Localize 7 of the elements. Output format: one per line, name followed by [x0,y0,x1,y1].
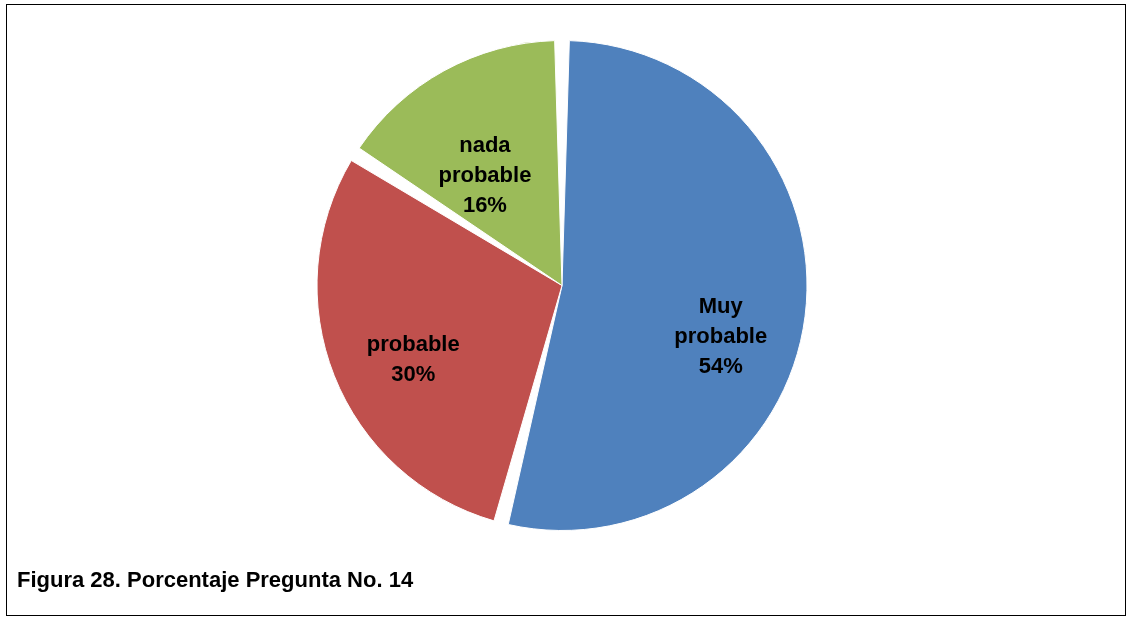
slice-label: Muy probable [674,292,768,348]
data-label: 30% [391,361,436,387]
text: Figura 28. Porcentaje Pregunta No. 14 [17,567,414,592]
slice-label: probable [366,331,460,357]
slice-label: nada probable [438,132,532,188]
data-label: 16% [462,192,507,218]
data-label: 54% [698,352,743,378]
